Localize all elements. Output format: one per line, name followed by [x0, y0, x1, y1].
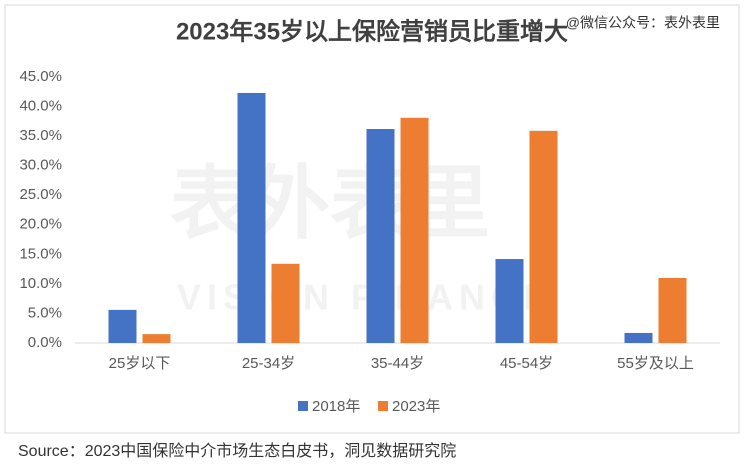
legend-swatch [298, 401, 308, 411]
source: Source：2023中国保险中介市场生态白皮书，洞见数据研究院 [18, 442, 456, 460]
x-tick-label: 55岁及以上 [617, 355, 694, 372]
bar [237, 92, 266, 344]
bar [624, 332, 653, 343]
y-tick-label: 25.0% [19, 186, 62, 203]
bar [366, 129, 395, 343]
bar [529, 130, 558, 343]
y-tick-label: 10.0% [19, 275, 62, 292]
y-tick-label: 45.0% [19, 68, 62, 85]
x-tick-label: 25岁以下 [109, 355, 171, 372]
x-tick-label: 45-54岁 [500, 355, 553, 372]
bar [271, 263, 300, 343]
x-tick-label: 35-44岁 [371, 355, 424, 372]
chart-title: 2023年35岁以上保险营销员比重增大 [176, 17, 568, 45]
bar [658, 277, 687, 343]
legend-label: 2023年 [392, 398, 440, 415]
y-tick-label: 20.0% [19, 216, 62, 233]
y-tick-label: 35.0% [19, 127, 62, 144]
y-tick-label: 30.0% [19, 157, 62, 174]
bar [400, 117, 429, 343]
bar [495, 259, 524, 343]
bar [108, 309, 137, 343]
watermark: 表外表里 [170, 159, 490, 248]
y-tick-label: 15.0% [19, 245, 62, 262]
chart-border [4, 4, 740, 434]
y-tick-label: 0.0% [28, 334, 62, 351]
x-tick-label: 25-34岁 [242, 355, 295, 372]
y-tick-label: 40.0% [19, 98, 62, 115]
legend-label: 2018年 [312, 398, 360, 415]
y-tick-label: 5.0% [28, 304, 62, 321]
bar [142, 334, 171, 343]
legend-swatch [378, 401, 388, 411]
annotation: @微信公众号：表外表里 [566, 15, 720, 31]
